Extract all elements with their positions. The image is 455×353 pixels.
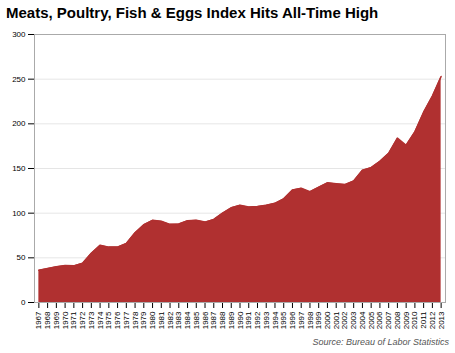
svg-text:1986: 1986 — [201, 311, 210, 329]
svg-text:2008: 2008 — [393, 311, 402, 329]
svg-text:2002: 2002 — [340, 311, 349, 329]
svg-text:1976: 1976 — [113, 311, 122, 329]
svg-text:2005: 2005 — [367, 311, 376, 329]
svg-text:1987: 1987 — [209, 311, 218, 329]
svg-text:1981: 1981 — [157, 311, 166, 329]
svg-text:100: 100 — [12, 209, 26, 218]
svg-text:1972: 1972 — [78, 311, 87, 329]
svg-text:1977: 1977 — [122, 311, 131, 329]
svg-text:1984: 1984 — [183, 311, 192, 329]
html-text:Meats, Poultry, Fish & Eggs In: Meats, Poultry, Fish & Eggs Index Hits A… — [6, 4, 379, 21]
svg-text:2001: 2001 — [332, 311, 341, 329]
svg-text:1989: 1989 — [227, 311, 236, 329]
svg-text:1990: 1990 — [236, 311, 245, 329]
svg-text:2007: 2007 — [384, 311, 393, 329]
svg-text:2009: 2009 — [402, 311, 411, 329]
svg-text:1975: 1975 — [104, 311, 113, 329]
svg-text:1999: 1999 — [314, 311, 323, 329]
svg-text:250: 250 — [12, 75, 26, 84]
svg-text:2011: 2011 — [419, 311, 428, 329]
svg-text:1974: 1974 — [96, 311, 105, 329]
svg-text:1993: 1993 — [262, 311, 271, 329]
svg-text:1985: 1985 — [192, 311, 201, 329]
svg-text:50: 50 — [17, 253, 26, 262]
svg-text:2006: 2006 — [375, 311, 384, 329]
svg-text:2010: 2010 — [410, 311, 419, 329]
svg-text:1997: 1997 — [297, 311, 306, 329]
svg-text:150: 150 — [12, 164, 26, 173]
svg-text:1982: 1982 — [166, 311, 175, 329]
svg-text:1994: 1994 — [271, 311, 280, 329]
svg-text:2013: 2013 — [437, 311, 446, 329]
svg-text:1979: 1979 — [139, 311, 148, 329]
svg-text:1970: 1970 — [61, 311, 70, 329]
svg-text:1967: 1967 — [34, 311, 43, 329]
svg-text:2003: 2003 — [349, 311, 358, 329]
svg-text:1991: 1991 — [244, 311, 253, 329]
svg-text:1988: 1988 — [218, 311, 227, 329]
svg-text:1978: 1978 — [131, 311, 140, 329]
svg-text:2000: 2000 — [323, 311, 332, 329]
svg-text:0: 0 — [21, 298, 26, 307]
svg-text:200: 200 — [12, 119, 26, 128]
svg-text:300: 300 — [12, 30, 26, 39]
svg-text:1998: 1998 — [306, 311, 315, 329]
svg-text:1973: 1973 — [87, 311, 96, 329]
svg-text:1969: 1969 — [52, 311, 61, 329]
svg-text:1968: 1968 — [43, 311, 52, 329]
svg-text:1971: 1971 — [69, 311, 78, 329]
svg-text:1980: 1980 — [148, 311, 157, 329]
svg-text:1996: 1996 — [288, 311, 297, 329]
svg-text:2012: 2012 — [428, 311, 437, 329]
html-text:Source: Bureau of Labor Statis: Source: Bureau of Labor Statistics — [312, 337, 449, 347]
svg-text:2004: 2004 — [358, 311, 367, 329]
svg-text:1992: 1992 — [253, 311, 262, 329]
svg-text:1995: 1995 — [279, 311, 288, 329]
svg-text:1983: 1983 — [174, 311, 183, 329]
